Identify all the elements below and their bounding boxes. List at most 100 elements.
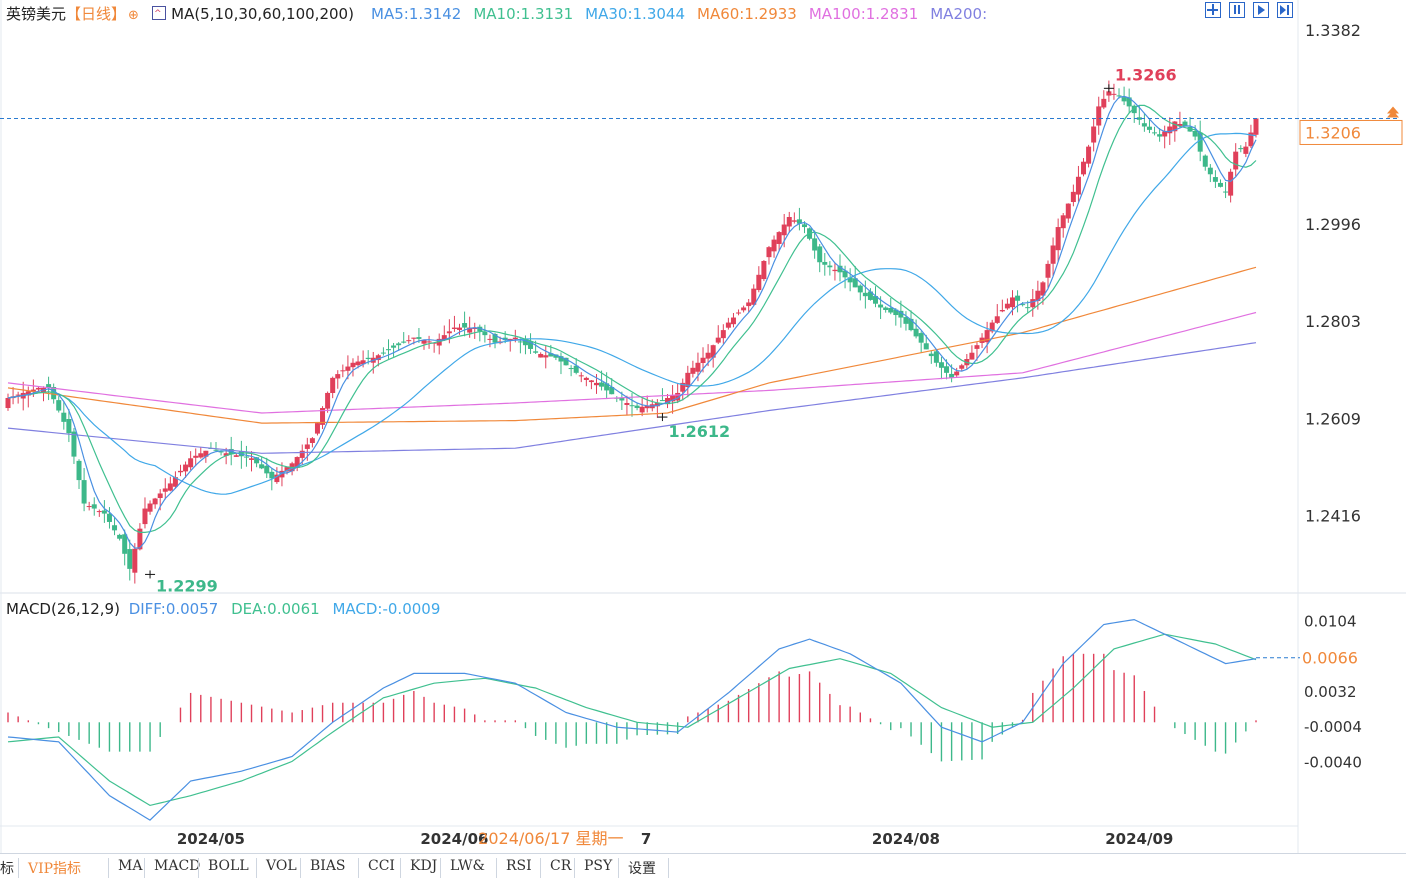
- candle-down[interactable]: [61, 412, 67, 422]
- candle-up[interactable]: [487, 338, 493, 340]
- tab-9[interactable]: LW&: [450, 858, 485, 874]
- candle-up[interactable]: [751, 288, 757, 305]
- candle-down[interactable]: [218, 451, 224, 453]
- candle-up[interactable]: [989, 322, 995, 332]
- candle-up[interactable]: [345, 366, 351, 371]
- candle-down[interactable]: [812, 238, 818, 251]
- candle-down[interactable]: [365, 357, 371, 360]
- candle-up[interactable]: [746, 302, 752, 307]
- tab-2[interactable]: MA: [118, 858, 143, 874]
- candle-up[interactable]: [426, 341, 432, 343]
- tab-8[interactable]: KDJ: [410, 858, 438, 874]
- candle-up[interactable]: [1253, 118, 1259, 135]
- candle-up[interactable]: [578, 375, 584, 377]
- candle-down[interactable]: [91, 504, 97, 509]
- candle-up[interactable]: [451, 327, 457, 329]
- candle-up[interactable]: [233, 455, 239, 457]
- candle-down[interactable]: [842, 270, 848, 278]
- candle-down[interactable]: [56, 400, 62, 411]
- tab-4[interactable]: BOLL: [208, 858, 249, 874]
- candle-down[interactable]: [66, 419, 72, 434]
- candle-up[interactable]: [152, 498, 158, 505]
- candle-up[interactable]: [147, 503, 153, 512]
- candle-up[interactable]: [695, 362, 701, 372]
- candle-down[interactable]: [462, 323, 468, 328]
- candle-up[interactable]: [974, 345, 980, 349]
- candle-up[interactable]: [776, 232, 782, 244]
- candle-up[interactable]: [411, 337, 417, 339]
- candle-up[interactable]: [984, 330, 990, 343]
- candle-up[interactable]: [720, 330, 726, 339]
- circle-plus-icon[interactable]: ⊕: [128, 8, 139, 23]
- candle-up[interactable]: [309, 438, 315, 443]
- candle-down[interactable]: [528, 341, 534, 349]
- candle-down[interactable]: [1121, 97, 1127, 102]
- candle-up[interactable]: [157, 493, 163, 498]
- candle-up[interactable]: [670, 395, 676, 402]
- candle-up[interactable]: [86, 506, 92, 508]
- candle-up[interactable]: [193, 455, 199, 458]
- candle-up[interactable]: [350, 362, 356, 368]
- candle-up[interactable]: [457, 327, 463, 330]
- candle-down[interactable]: [1152, 132, 1158, 134]
- candle-down[interactable]: [553, 354, 559, 358]
- candle-up[interactable]: [35, 387, 41, 390]
- candle-down[interactable]: [938, 362, 944, 368]
- candle-up[interactable]: [436, 338, 442, 346]
- candle-down[interactable]: [817, 246, 823, 263]
- candle-up[interactable]: [639, 406, 645, 413]
- candle-up[interactable]: [685, 372, 691, 388]
- candle-down[interactable]: [659, 400, 665, 402]
- candle-up[interactable]: [1075, 176, 1081, 195]
- candle-down[interactable]: [1212, 177, 1218, 182]
- candle-down[interactable]: [122, 534, 128, 554]
- candle-up[interactable]: [5, 397, 11, 409]
- grid-view-icon[interactable]: [1205, 2, 1221, 18]
- candle-down[interactable]: [827, 265, 833, 268]
- candle-up[interactable]: [355, 361, 361, 366]
- candle-down[interactable]: [533, 351, 539, 353]
- candle-up[interactable]: [15, 394, 21, 396]
- candle-down[interactable]: [391, 345, 397, 348]
- candle-up[interactable]: [30, 389, 36, 392]
- tab-0[interactable]: 标: [0, 861, 14, 877]
- candle-down[interactable]: [269, 471, 275, 479]
- candle-down[interactable]: [847, 277, 853, 283]
- candle-down[interactable]: [416, 337, 422, 339]
- candle-up[interactable]: [320, 408, 326, 425]
- tab-1[interactable]: VIP指标: [28, 861, 82, 877]
- candle-up[interactable]: [162, 488, 168, 492]
- candle-down[interactable]: [1141, 123, 1147, 127]
- tab-5[interactable]: VOL: [266, 858, 297, 874]
- candle-up[interactable]: [644, 405, 650, 409]
- candle-down[interactable]: [117, 534, 123, 539]
- candle-down[interactable]: [401, 341, 407, 343]
- candle-down[interactable]: [867, 291, 873, 300]
- candle-down[interactable]: [1025, 307, 1031, 309]
- candle-up[interactable]: [507, 338, 513, 340]
- candle-down[interactable]: [522, 338, 528, 346]
- candle-up[interactable]: [406, 340, 412, 342]
- candle-down[interactable]: [629, 405, 635, 407]
- candle-down[interactable]: [944, 366, 950, 373]
- candle-down[interactable]: [1182, 121, 1188, 127]
- candle-up[interactable]: [543, 355, 549, 358]
- tab-7[interactable]: CCI: [368, 858, 395, 874]
- candle-up[interactable]: [25, 391, 31, 396]
- candle-up[interactable]: [421, 340, 427, 344]
- candle-up[interactable]: [583, 377, 589, 380]
- candle-up[interactable]: [736, 312, 742, 314]
- candle-down[interactable]: [259, 464, 265, 469]
- candle-down[interactable]: [106, 513, 112, 522]
- candle-up[interactable]: [1106, 91, 1112, 96]
- tab-3[interactable]: MACD: [154, 858, 201, 874]
- candle-up[interactable]: [1167, 126, 1173, 134]
- candle-up[interactable]: [335, 374, 341, 379]
- candle-down[interactable]: [477, 326, 483, 332]
- candle-up[interactable]: [1233, 151, 1239, 170]
- candle-up[interactable]: [1081, 161, 1087, 175]
- split-view-icon[interactable]: [1229, 2, 1245, 18]
- candle-up[interactable]: [690, 367, 696, 374]
- tab-12[interactable]: PSY: [584, 858, 613, 874]
- candle-up[interactable]: [1070, 191, 1076, 203]
